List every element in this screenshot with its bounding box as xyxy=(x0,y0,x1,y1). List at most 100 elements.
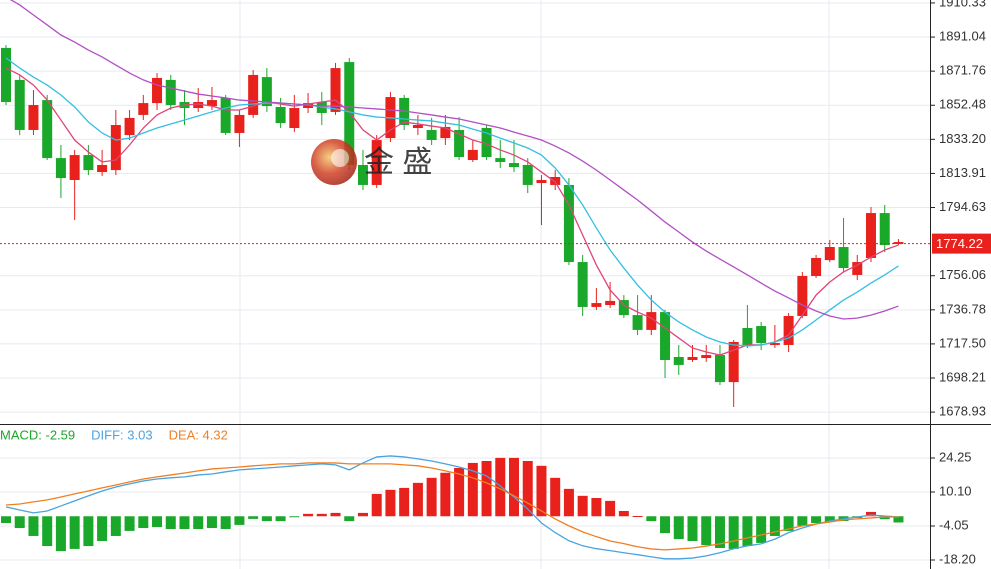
macd-bar xyxy=(193,516,204,529)
macd-bar xyxy=(550,477,561,517)
macd-bar xyxy=(536,465,547,517)
macd-bar xyxy=(728,516,739,549)
y-tick-label: 1910.33 xyxy=(939,0,986,9)
price-panel xyxy=(0,0,930,408)
macd-bar xyxy=(399,487,410,517)
macd-bar xyxy=(865,511,876,517)
candle-body xyxy=(206,100,217,107)
candle-body xyxy=(165,79,176,106)
macd-bar xyxy=(605,500,616,517)
axis-layer: 1910.33 1891.04 1871.76 1852.48 1833.20 1813.… xyxy=(930,0,991,566)
candle-body xyxy=(344,62,355,165)
macd-bar xyxy=(97,516,108,542)
macd-bar xyxy=(344,516,355,522)
candle-body xyxy=(97,164,108,173)
grid-layer xyxy=(0,2,930,561)
y-tick-label: 1813.91 xyxy=(939,165,986,180)
candle-body xyxy=(1,47,11,103)
macd-bar xyxy=(275,516,286,522)
macd-bar xyxy=(591,498,602,517)
y-tick-label: 1698.21 xyxy=(939,369,986,384)
watermark-text: 金 盛 xyxy=(364,146,432,179)
candle-body xyxy=(289,108,300,129)
macd-bar xyxy=(110,516,121,536)
candle-body xyxy=(673,356,684,365)
macd-bar xyxy=(440,472,451,517)
macd-bar xyxy=(467,462,478,517)
candle-body xyxy=(687,356,698,360)
watermark: 金 盛 xyxy=(311,139,432,185)
candle-body xyxy=(577,262,588,307)
y-tick-label: 1852.48 xyxy=(939,97,986,112)
line-series xyxy=(5,455,899,560)
last-price-label: 1774.22 xyxy=(936,236,983,251)
macd-bar xyxy=(165,516,176,529)
macd-bar xyxy=(495,457,506,517)
candle-body xyxy=(769,343,780,345)
candle-body xyxy=(618,300,629,316)
y-tick-label: 1736.78 xyxy=(939,301,986,316)
macd-bar xyxy=(330,512,341,517)
line-series xyxy=(5,462,899,551)
candle-body xyxy=(536,179,547,184)
y-tick-label: 1891.04 xyxy=(939,28,986,43)
candle-body xyxy=(646,312,657,330)
macd-bar xyxy=(454,467,465,517)
y-tick-label: 1678.93 xyxy=(939,404,986,419)
macd-bar xyxy=(714,516,725,548)
candle-body xyxy=(509,163,520,168)
macd-bar xyxy=(55,516,66,552)
candle-body xyxy=(412,125,423,129)
macd-bar xyxy=(481,461,492,517)
macd-panel xyxy=(1,455,904,560)
macd-bar xyxy=(42,516,53,547)
macd-bar xyxy=(893,516,904,523)
candle-body xyxy=(28,105,39,130)
candle-body xyxy=(220,97,231,133)
y-tick-label: 1833.20 xyxy=(939,131,986,146)
candle-body xyxy=(357,164,368,185)
macd-legend: DEA: 4.32 xyxy=(169,427,228,442)
macd-bar xyxy=(179,516,190,529)
candle-body xyxy=(83,155,94,171)
candle-body xyxy=(522,164,533,185)
macd-bar xyxy=(563,488,574,517)
macd-bar xyxy=(660,516,671,534)
candle-body xyxy=(248,74,259,115)
macd-bar xyxy=(673,516,684,540)
macd-bar xyxy=(1,516,11,523)
candle-body xyxy=(152,77,163,104)
macd-bar xyxy=(303,513,314,517)
candle-body xyxy=(756,326,767,344)
candle-body xyxy=(632,315,643,330)
candle-body xyxy=(550,176,561,185)
macd-bar xyxy=(289,516,300,518)
line-series xyxy=(5,57,899,347)
macd-bar xyxy=(632,516,643,518)
macd-bar xyxy=(522,461,533,517)
macd-bar xyxy=(152,516,163,528)
candle-body xyxy=(261,77,272,107)
macd-bar xyxy=(769,516,780,536)
macd-bar xyxy=(618,510,629,517)
candle-body xyxy=(467,149,478,161)
macd-bar xyxy=(220,516,231,529)
macd-bar xyxy=(783,516,794,531)
macd-bar xyxy=(742,516,753,547)
y-tick-label: 10.10 xyxy=(939,483,972,498)
macd-bar xyxy=(824,516,835,523)
y-tick-label: -18.20 xyxy=(939,551,976,566)
candle-body xyxy=(138,103,149,115)
candle-body xyxy=(879,213,890,246)
y-tick-label: 1871.76 xyxy=(939,63,986,78)
macd-bar xyxy=(261,516,272,522)
candle-body xyxy=(275,106,286,124)
candle-body xyxy=(124,117,135,136)
candle-body xyxy=(495,158,506,162)
candle-body xyxy=(193,102,204,109)
candle-body xyxy=(454,129,465,158)
candle-body xyxy=(440,126,451,139)
macd-legend: MACD: -2.59 xyxy=(0,427,75,442)
macd-bar xyxy=(316,513,327,517)
